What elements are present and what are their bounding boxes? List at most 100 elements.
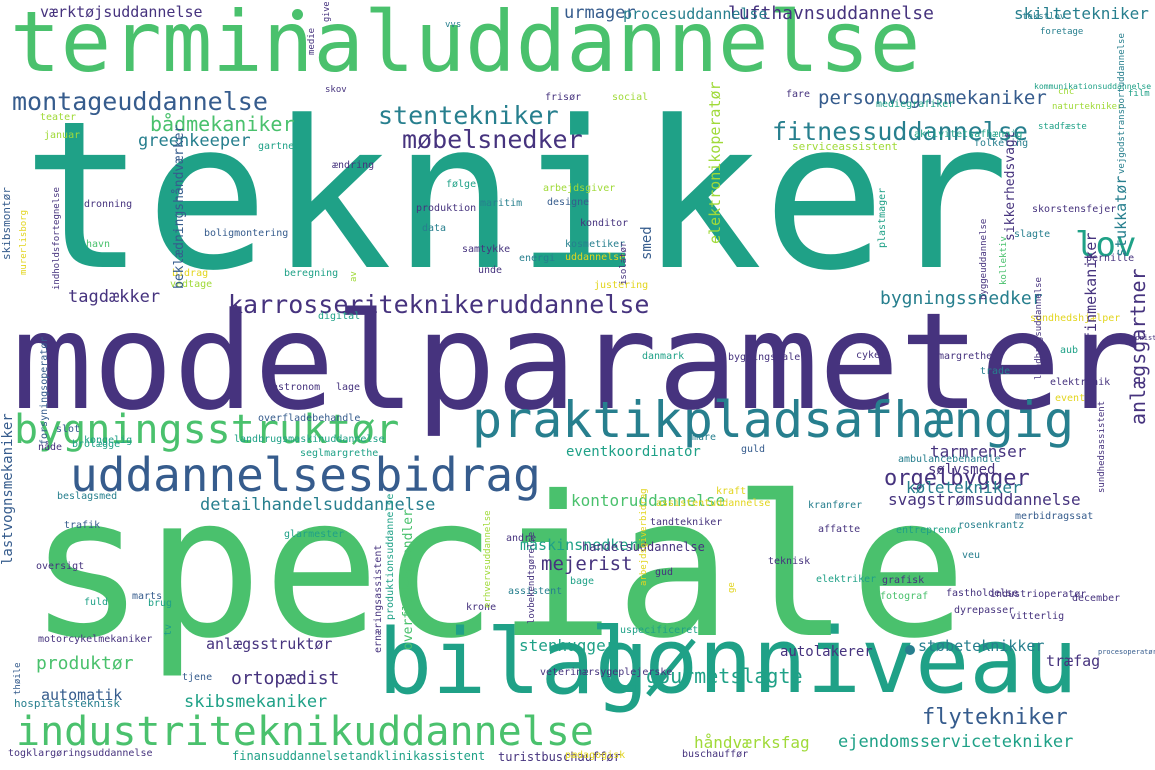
cloud-word: av — [349, 271, 359, 282]
cloud-word: finansuddannelse — [232, 749, 348, 763]
cloud-word: bilag — [378, 610, 649, 715]
cloud-word: vvs — [445, 20, 462, 30]
cloud-word: mejerist — [541, 553, 633, 575]
cloud-word: tjene — [182, 672, 213, 683]
cloud-word: brug — [148, 598, 173, 609]
cloud-word: køletekniker — [906, 478, 1022, 497]
cloud-word: sølvsmed — [928, 462, 996, 478]
cloud-word: elektronik — [1050, 377, 1111, 388]
cloud-word: smed — [639, 226, 655, 260]
cloud-word: bygningssnedker — [880, 288, 1043, 309]
cloud-word: indholdsfortegnelse — [52, 187, 62, 290]
cloud-word: overfladebehandle — [258, 413, 361, 424]
cloud-word: unde — [478, 265, 503, 276]
cloud-word: procesoperatør — [1098, 648, 1155, 656]
cloud-word: eventkoordinator — [566, 444, 701, 460]
cloud-word: kosmetiker — [565, 239, 626, 250]
cloud-word: beklædningshåndværker — [172, 124, 187, 289]
cloud-word: skibsmontør — [0, 187, 13, 260]
cloud-word: fitnessuddannelse — [772, 117, 1028, 146]
cloud-word: designe — [547, 197, 590, 208]
cloud-word: fuld — [84, 597, 109, 608]
cloud-word: fotograf — [880, 591, 929, 602]
cloud-word: andre — [506, 533, 537, 544]
cloud-word: teater — [40, 112, 77, 123]
cloud-word: skov — [325, 85, 347, 95]
cloud-word: erhvervsuddannelse — [483, 510, 493, 608]
cloud-word: anlægsgartner — [1126, 268, 1150, 425]
cloud-word: gud — [655, 567, 674, 578]
cloud-word: data — [422, 223, 447, 234]
cloud-word: hospitalsteknisk — [14, 697, 120, 710]
cloud-word: brolægge — [72, 439, 121, 450]
cloud-word: orgelbygger — [884, 466, 1030, 491]
cloud-word: produktionsuddannelse — [385, 493, 396, 620]
cloud-word: lage — [336, 382, 361, 393]
cloud-word: vedtage — [170, 279, 213, 290]
cloud-word: ernæringsassistent — [373, 544, 384, 653]
cloud-word: kraft — [716, 486, 747, 497]
cloud-word: assistentuddannelse — [656, 498, 771, 509]
cloud-word: kollektiv — [999, 236, 1009, 285]
cloud-word: møbelsnedker — [402, 125, 583, 154]
cloud-word: mure — [692, 432, 717, 443]
cloud-word: pædagogisk — [565, 750, 626, 761]
cloud-word: byggeuddannelse — [979, 218, 989, 300]
cloud-word: veterinærsygeplejerske — [540, 667, 673, 678]
cloud-word: guld — [741, 444, 766, 455]
cloud-word: personvognsmekaniker — [818, 87, 1047, 109]
cloud-word: industrioperatør — [990, 589, 1087, 600]
cloud-word: arbejdsgiver — [543, 183, 616, 194]
cloud-word: gourmetslagte — [646, 664, 803, 688]
cloud-word: samtykke — [462, 244, 511, 255]
cloud-word: stenhugger — [519, 636, 616, 655]
cloud-word: bådmekaniker — [150, 112, 295, 136]
cloud-word: træfag — [1046, 652, 1101, 670]
cloud-word: maskinsnedker — [520, 536, 638, 554]
cloud-word: ortopædist — [231, 668, 340, 689]
cloud-word: skiltetekniker — [1014, 4, 1149, 23]
cloud-word: danmark — [642, 351, 685, 362]
cloud-word: terminaluddannelse — [10, 0, 921, 91]
cloud-word: handelsuddannelse — [582, 540, 705, 554]
cloud-word: fastholdelse — [946, 588, 1019, 599]
cloud-dot — [292, 9, 303, 20]
cloud-word: vejgodstransportuddannelse — [1117, 33, 1127, 174]
cloud-word: ejendomsservicetekniker — [838, 732, 1074, 752]
cloud-word: tagdækker — [68, 287, 161, 307]
cloud-word: entreprenør — [896, 525, 963, 536]
cloud-word: trade — [980, 366, 1011, 377]
cloud-word: flytekniker — [922, 705, 1068, 730]
cloud-word: speciale — [28, 454, 968, 681]
cloud-word: landbrugsuddannelse — [1034, 277, 1044, 380]
cloud-word: assistent — [508, 586, 563, 597]
cloud-word: tarmrenser — [930, 442, 1027, 461]
cloud-word: beslagsmed — [57, 491, 118, 502]
cloud-word: lovbekendtgørelse — [527, 531, 537, 624]
cloud-word: isolatør — [619, 241, 629, 285]
cloud-word: thøile — [13, 662, 23, 695]
cloud-word: ge — [727, 582, 737, 593]
cloud-word: digital — [318, 311, 361, 322]
cloud-word: bidrag — [172, 268, 209, 279]
cloud-word: murerlisborg — [19, 209, 29, 275]
cloud-word: beregning — [284, 268, 339, 279]
cloud-word: medie — [307, 27, 317, 55]
cloud-word: turistbuschauffør — [498, 750, 621, 764]
cloud-word: december — [1072, 593, 1121, 604]
cloud-word: veu — [962, 550, 981, 561]
cloud-word: finmekaniker — [1082, 232, 1100, 341]
cloud-word: cykel — [856, 350, 887, 361]
cloud-word: teknisk — [768, 556, 811, 567]
cloud-word: ændring — [332, 160, 375, 171]
cloud-word: affatte — [818, 524, 861, 535]
cloud-word: slagte — [1014, 229, 1051, 240]
cloud-word: greenkeeper — [138, 131, 251, 151]
cloud-word: tekniker — [22, 78, 1010, 316]
cloud-word: margrethe — [938, 351, 993, 362]
cloud-word: tandklinikassistent — [348, 749, 486, 763]
cloud-word: slot — [56, 424, 81, 435]
cloud-word: togklargøringsuddannelse — [8, 748, 153, 759]
cloud-word: social — [612, 92, 649, 103]
cloud-word: rosenkrantz — [958, 520, 1025, 531]
